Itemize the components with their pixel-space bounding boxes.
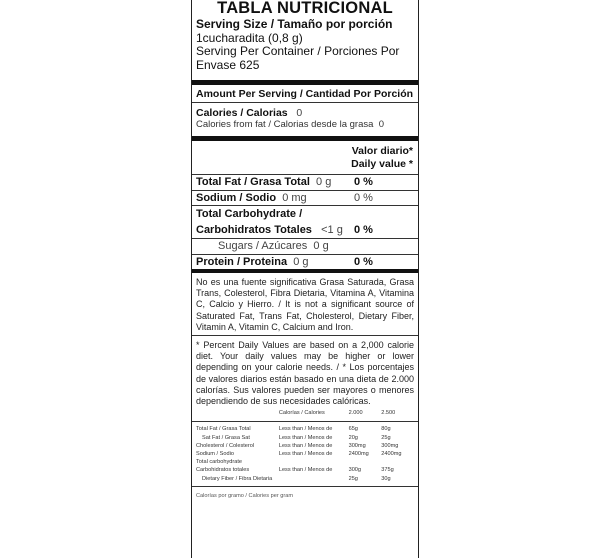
divider [192,102,418,103]
nutrient-row-sodium: Sodium / Sodio 0 mg 0 % [196,191,373,204]
reference-row: Dietary Fiber / Fibra Dietaria 25g 30g [202,475,391,482]
divider [192,136,418,141]
calorie-header: Calorías / Calories 2.000 2.500 [278,410,396,417]
divider [192,80,418,85]
reference-row: Carbohidratos totales Less than / Menos d… [196,467,394,474]
reference-row: Cholesterol / Colesterol Less than / Meno… [196,442,399,449]
calories-from-fat-label: Calories from fat / Calorias desde la gr… [196,119,374,130]
nutrient-row-sugars: Sugars / Azúcares 0 g [218,240,329,252]
nutrition-label: TABLA NUTRICIONAL Serving Size / Tamaño … [191,0,419,558]
calories-value: 0 [296,107,303,119]
calories-from-fat-value: 0 [378,119,384,130]
serving-size-label: Serving Size / Tamaño por porción [196,17,393,31]
dv-header-es: Valor diario* [351,145,413,157]
nutrient-row-carbohydrate: Total Carbohydrate / Carbohidratos Totale… [196,208,373,236]
not-significant-note: No es una fuente significativa Grasa Sat… [196,277,414,332]
calories-per-gram: Calorías por gramo / Calories per gram [196,492,293,499]
label-title: TABLA NUTRICIONAL [217,0,393,17]
percent-daily-values-note: * Percent Daily Values are based on a 2,… [196,340,414,407]
reference-row: Total Fat / Grasa Total Less than / Menos… [196,426,391,433]
reference-values-table: Total Fat / Grasa Total Less than / Menos… [196,425,414,482]
servings-per-container: Serving Per Container / Porciones Por En… [196,44,400,72]
serving-size-value: 1cucharadita (0,8 g) [196,30,303,45]
dv-header-en: Daily value * [351,158,413,170]
reference-row: Sat Fat / Grasa Sat Less than / Menos de 2… [202,434,391,441]
amount-per-serving: Amount Per Serving / Cantidad Por Porció… [196,88,414,100]
reference-row: Total carbohydrate [196,459,243,466]
calories-label: Calories / Calorias [196,107,288,119]
reference-row: Sodium / Sodio Less than / Menos de 2400mg… [196,451,402,458]
